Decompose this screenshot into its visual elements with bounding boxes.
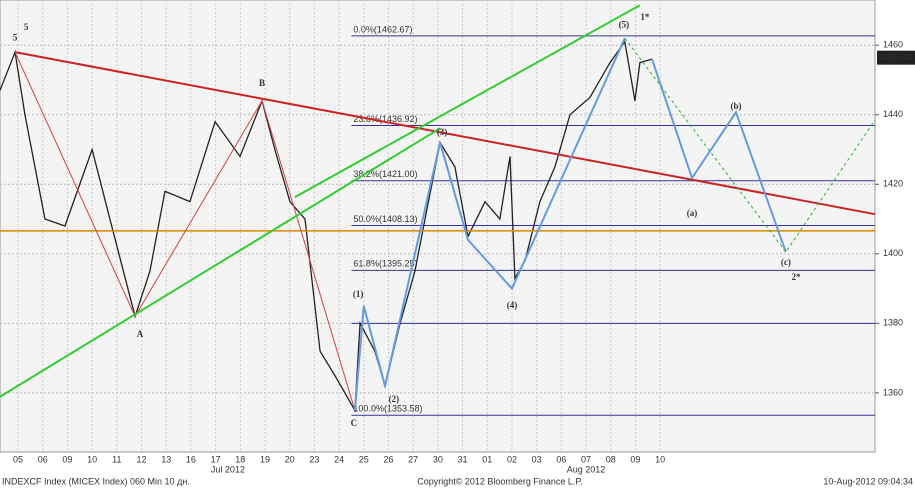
month-label: Aug 2012	[567, 464, 606, 474]
x-tick-label: 08	[606, 454, 616, 464]
series-line	[624, 37, 876, 253]
x-tick-label: 05	[13, 454, 23, 464]
x-tick-label: 10	[87, 454, 97, 464]
series-line	[0, 127, 441, 398]
wave-label: (2)	[389, 394, 400, 404]
x-tick-label: 23	[309, 454, 319, 464]
y-tick-label: 1440	[883, 109, 903, 119]
x-tick-label: 11	[112, 454, 121, 464]
footer-right: 10-Aug-2012 09:04:34	[823, 476, 913, 486]
x-tick-label: 01	[482, 454, 492, 464]
x-tick-label: 16	[186, 454, 196, 464]
x-tick-label: 06	[38, 454, 48, 464]
x-tick-label: 19	[260, 454, 270, 464]
last-price-box	[877, 50, 915, 65]
x-tick-label: 31	[458, 454, 468, 464]
y-tick-label: 1420	[883, 179, 903, 189]
x-tick-label: 10	[655, 454, 665, 464]
fib-label: 38.2%(1421.00)	[353, 169, 417, 179]
series-line	[14, 51, 356, 411]
wave-label: A	[137, 329, 144, 339]
wave-label: B	[259, 78, 265, 88]
x-tick-label: 25	[359, 454, 369, 464]
wave-label: (4)	[507, 300, 518, 310]
fib-label: 61.8%(1395.25)	[353, 259, 417, 269]
x-tick-label: 24	[334, 454, 344, 464]
wave-label: (b)	[730, 101, 741, 111]
fib-label: 0.0%(1462.67)	[353, 24, 412, 34]
last-price-label: 1456.41	[880, 52, 913, 62]
y-tick-label: 1360	[883, 387, 903, 397]
x-tick-label: 06	[556, 454, 566, 464]
wave-label: 5	[24, 22, 29, 32]
y-tick-label: 1400	[883, 248, 903, 258]
fib-label: 23.6%(1436.92)	[353, 114, 417, 124]
x-tick-label: 30	[433, 454, 443, 464]
x-tick-label: 09	[630, 454, 640, 464]
series-line	[294, 4, 641, 199]
x-tick-label: 07	[581, 454, 591, 464]
fib-label: 100.0%(1353.58)	[353, 404, 422, 414]
series-line	[14, 51, 876, 216]
wave-label: (c)	[781, 257, 791, 267]
fib-label: 50.0%(1408.13)	[353, 214, 417, 224]
wave-label: (1)	[353, 289, 364, 299]
wave-label: 5	[13, 32, 18, 42]
footer-center: Copyright© 2012 Bloomberg Finance L.P.	[417, 476, 583, 486]
x-tick-label: 18	[235, 454, 245, 464]
footer-left: INDEXCF Index (MICEX Index) 060 Min 10 д…	[2, 476, 190, 486]
x-tick-label: 26	[383, 454, 393, 464]
wave-label: C	[351, 418, 358, 428]
series-line	[353, 37, 626, 411]
x-tick-label: 13	[161, 454, 171, 464]
y-tick-label: 1380	[883, 318, 903, 328]
wave-label: (5)	[619, 19, 630, 29]
wave-label: 1*	[640, 12, 650, 22]
x-tick-label: 03	[532, 454, 542, 464]
wave-label: (a)	[687, 208, 698, 218]
x-tick-label: 09	[62, 454, 72, 464]
x-tick-label: 20	[285, 454, 295, 464]
series-line	[651, 58, 787, 253]
month-label: Jul 2012	[211, 464, 245, 474]
wave-label: 2*	[791, 272, 801, 282]
x-tick-label: 02	[507, 454, 517, 464]
wave-label: (3)	[437, 127, 448, 137]
x-tick-label: 12	[137, 454, 147, 464]
x-tick-label: 27	[408, 454, 418, 464]
y-tick-label: 1460	[883, 40, 903, 50]
x-tick-label: 17	[211, 454, 221, 464]
